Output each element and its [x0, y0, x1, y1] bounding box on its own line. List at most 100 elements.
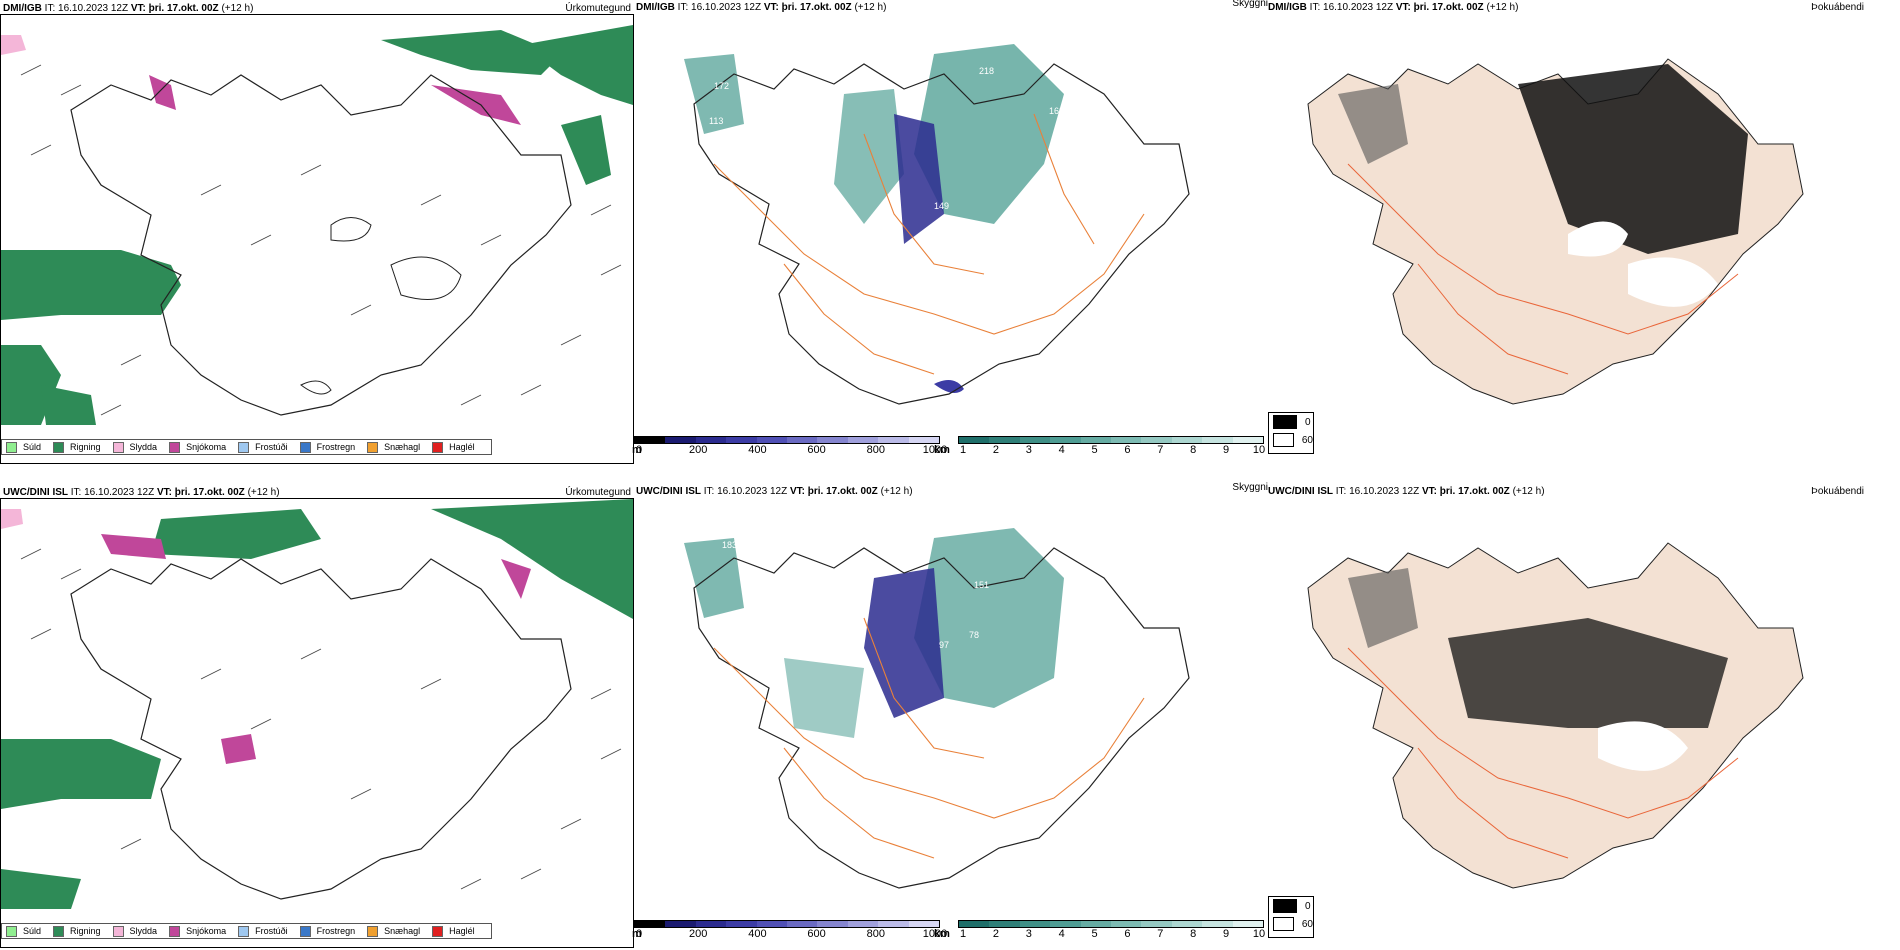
panel-header-row2-b: UWC/DINI ISL IT: 16.10.2023 12Z VT: þri.… [636, 486, 913, 497]
colorbar-tick: 6 [1124, 444, 1131, 456]
colorbar-tick: 3 [1025, 444, 1032, 456]
colorbar-segment [726, 921, 757, 927]
legend-item: Slydda [112, 441, 157, 453]
colorbar-segment [787, 437, 818, 443]
visibility-colorbar: 1 2 3 4 5 6 7 8 9 10 km [934, 920, 1266, 950]
colorbar-segment [1141, 921, 1172, 927]
colorbar-segment [635, 921, 666, 927]
panel-header-row1-c: DMI/IGB IT: 16.10.2023 12Z VT: þri. 17.o… [1268, 2, 1519, 13]
precip-type-map [1, 25, 633, 425]
colorbar-tick: 4 [1058, 928, 1065, 940]
colorbar-segment [908, 921, 940, 927]
precip-type-legend: Súld Rigning Slydda Snjókoma Frostúði Fr… [1, 923, 492, 939]
colorbar-tick: 10 [1252, 928, 1266, 940]
precip-type-title: Úrkomutegund [565, 3, 631, 14]
visibility-colorbar: 1 2 3 4 5 6 7 8 9 10 km [934, 436, 1265, 466]
colorbar-tick: 7 [1157, 444, 1164, 456]
visibility-panel-row2: UWC/DINI ISL IT: 16.10.2023 12Z VT: þri.… [632, 482, 1268, 950]
height-label: 152 [1064, 512, 1079, 522]
colorbar-segment [989, 921, 1020, 927]
panel-header-row1-b: DMI/IGB IT: 16.10.2023 12Z VT: þri. 17.o… [636, 2, 887, 13]
colorbar-segment [1141, 437, 1172, 443]
fog-map [1307, 542, 1804, 889]
colorbar-tick: 9 [1223, 928, 1230, 940]
legend-item: Snjókoma [169, 441, 226, 453]
precip-type-title: Úrkomutegund [565, 487, 631, 498]
height-label: 183 [722, 540, 737, 550]
colorbar-segment [847, 921, 879, 927]
colorbar-segment [756, 437, 788, 443]
colorbar-segment [1232, 437, 1264, 443]
colorbar-tick: 5 [1091, 444, 1098, 456]
visibility-title: Skyggni [1232, 0, 1268, 9]
colorbar-segment [1111, 437, 1142, 443]
model-name: DMI/IGB [3, 3, 42, 14]
colorbar-segment [695, 921, 727, 927]
colorbar-tick: 5 [1091, 928, 1098, 940]
legend-item: Haglél [432, 925, 475, 937]
height-label: 149 [934, 201, 949, 211]
fog-map [1307, 58, 1804, 405]
legend-item: Snæhagl [367, 441, 420, 453]
colorbar-segment [878, 437, 909, 443]
colorbar-segment [1202, 437, 1233, 443]
colorbar-tick: 6 [1124, 928, 1131, 940]
colorbar-segment [665, 437, 696, 443]
colorbar-segment [1019, 921, 1051, 927]
it-label: IT: [44, 3, 56, 14]
precip-type-map [1, 499, 633, 909]
colorbar-tick: 800 [866, 444, 885, 456]
colorbar-segment [1171, 921, 1203, 927]
legend-item: Frostregn [299, 925, 355, 937]
fog-title: Þokuábendi [1811, 2, 1864, 13]
colorbar-tick: 8 [1190, 928, 1197, 940]
colorbar-tick: 400 [748, 444, 767, 456]
colorbar-tick: 2 [992, 444, 999, 456]
height-label: 218 [979, 66, 994, 76]
colorbar-tick: 1 [959, 444, 967, 456]
colorbar-tick: 1000 [922, 444, 948, 456]
it-value: 16.10.2023 12Z [58, 3, 129, 14]
colorbar-segment [1232, 921, 1264, 927]
fog-legend-row1: 0 60 [1268, 412, 1314, 454]
colorbar-segment [817, 437, 848, 443]
height-label: 277 [1084, 121, 1099, 131]
colorbar-segment [959, 437, 990, 443]
colorbar-tick: 400 [748, 928, 767, 940]
colorbar-segment [1080, 437, 1112, 443]
precip-type-panel-row2: UWC/DINI ISL IT: 16.10.2023 12Z VT: þri.… [0, 487, 634, 948]
legend-item: Snjókoma [169, 925, 226, 937]
colorbar-segment [847, 437, 879, 443]
fog-title: Þokuábendi [1811, 486, 1864, 497]
iceland-coast [70, 74, 572, 416]
panel-header-row2: UWC/DINI ISL IT: 16.10.2023 12Z VT: þri.… [3, 487, 280, 498]
colorbar-segment [635, 437, 666, 443]
panel-header-row2-c: UWC/DINI ISL IT: 16.10.2023 12Z VT: þri.… [1268, 486, 1545, 497]
vt-value: þri. 17.okt. 00Z [148, 3, 219, 14]
height-colorbar: 0 200 400 600 800 1000 m [632, 920, 947, 950]
legend-item: Frostúði [238, 441, 288, 453]
colorbar-tick: 800 [866, 928, 885, 940]
colorbar-segment [959, 921, 990, 927]
visibility-panel-row1: DMI/IGB IT: 16.10.2023 12Z VT: þri. 17.o… [632, 0, 1268, 466]
legend-item: Súld [6, 441, 41, 453]
fog-panel-row1: DMI/IGB IT: 16.10.2023 12Z VT: þri. 17.o… [1268, 2, 1900, 464]
colorbar-segment [1080, 921, 1112, 927]
height-label: 191 [1059, 710, 1074, 720]
precip-type-panel-row1: DMI/IGB IT: 16.10.2023 12Z VT: þri. 17.o… [0, 3, 634, 464]
colorbar-tick: 2 [992, 928, 999, 940]
colorbar-segment [787, 921, 818, 927]
legend-item: Slydda [112, 925, 157, 937]
colorbar-segment [726, 437, 757, 443]
legend-item: Frostúði [238, 925, 288, 937]
lead-time: (+12 h) [221, 3, 254, 14]
colorbar-segment [695, 437, 727, 443]
precip-type-legend: Súld Rigning Slydda Snjókoma Frostúði Fr… [1, 439, 492, 455]
height-colorbar: 0 200 400 600 800 1000 m [632, 436, 947, 466]
colorbar-segment [878, 921, 909, 927]
colorbar-segment [989, 437, 1020, 443]
colorbar-tick: 600 [807, 928, 826, 940]
colorbar-segment [1019, 437, 1051, 443]
colorbar-tick: 1000 [922, 928, 948, 940]
height-label: 307 [1039, 176, 1054, 186]
